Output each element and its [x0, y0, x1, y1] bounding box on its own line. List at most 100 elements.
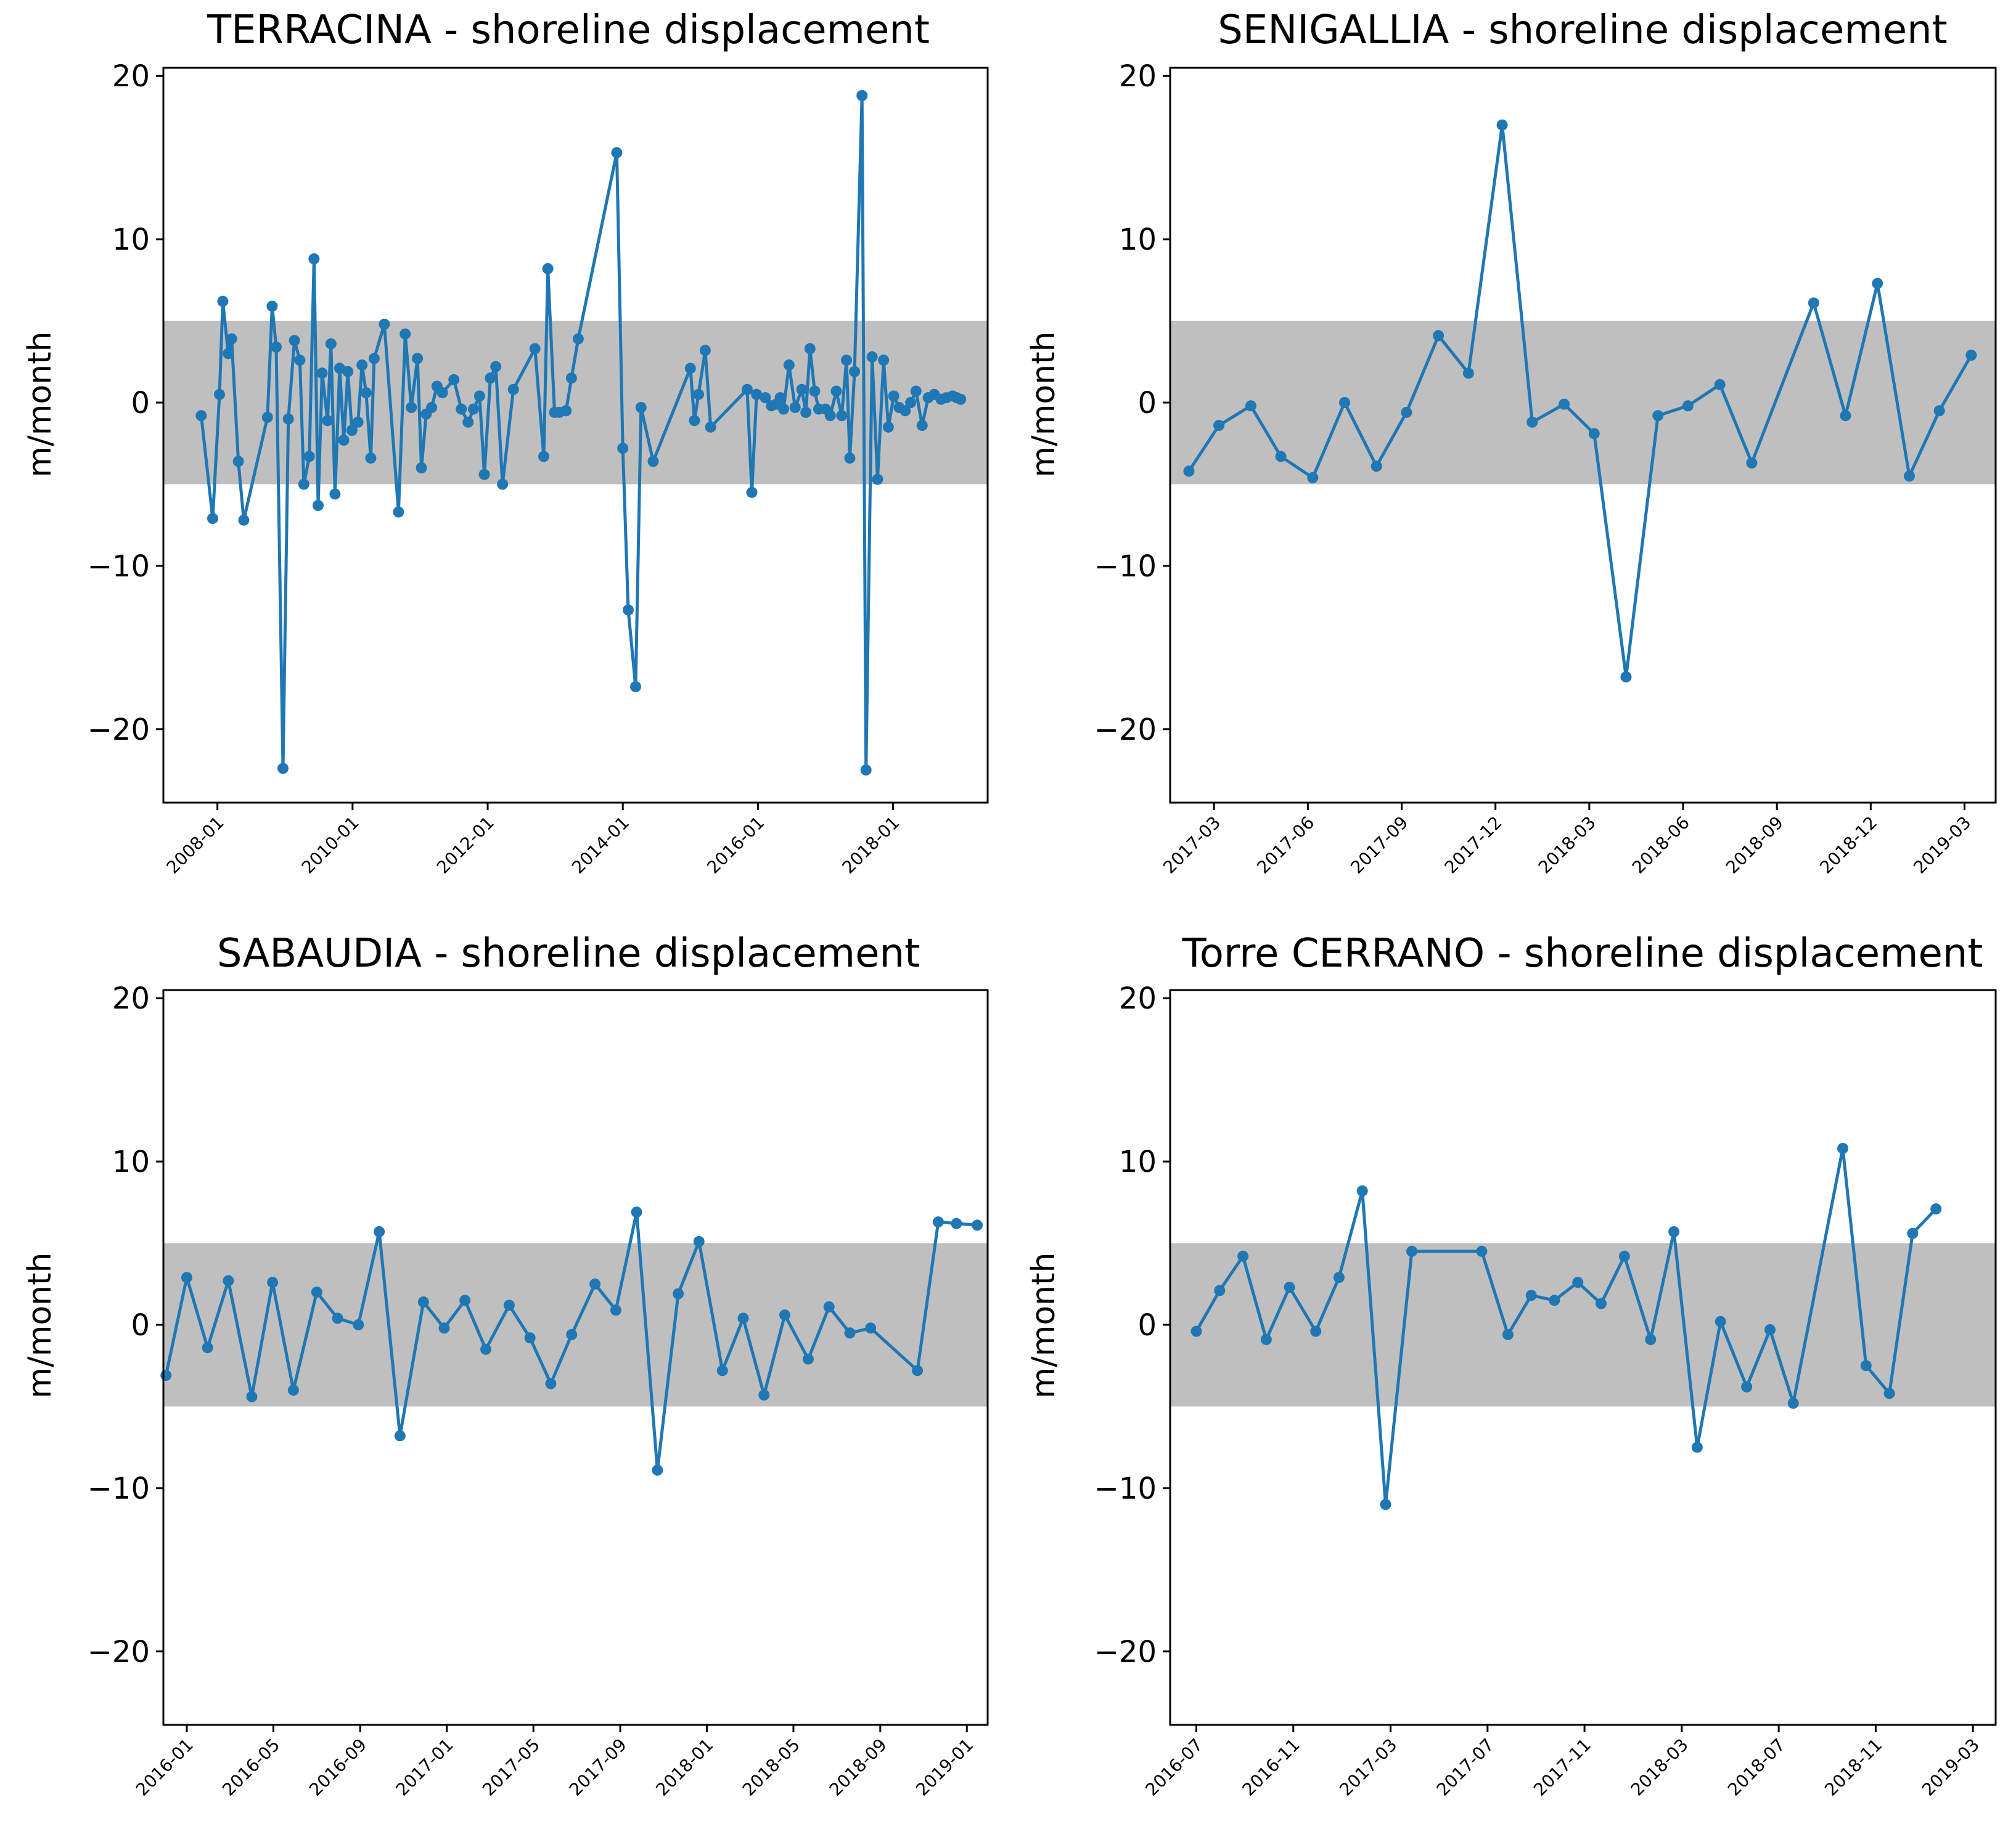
chart-title: TERRACINA - shoreline displacement: [207, 7, 930, 53]
data-point: [689, 415, 700, 427]
data-point: [932, 1216, 944, 1228]
data-point: [1668, 1226, 1680, 1237]
data-point: [572, 333, 584, 345]
data-point: [529, 343, 541, 354]
y-tick-label: −20: [1094, 713, 1157, 747]
data-point: [1245, 400, 1256, 412]
data-point: [1371, 461, 1382, 472]
data-point: [287, 1385, 299, 1396]
data-point: [1872, 277, 1883, 289]
data-point: [823, 1301, 835, 1312]
data-point: [342, 366, 354, 377]
series-line: [164, 1210, 978, 1472]
data-point: [882, 421, 894, 433]
data-point: [417, 1296, 429, 1308]
data-point: [910, 385, 922, 397]
data-point: [783, 359, 795, 371]
chart-title: Torre CERRANO - shoreline displacement: [1182, 931, 1983, 976]
data-point: [1588, 428, 1600, 440]
data-point: [779, 1309, 790, 1321]
y-tick-label: −10: [1094, 1472, 1157, 1506]
data-point: [741, 383, 753, 395]
data-point: [1904, 470, 1915, 482]
data-point: [635, 402, 647, 413]
y-tick-label: −10: [88, 549, 150, 584]
data-point: [456, 403, 467, 415]
y-tick-label: 0: [131, 386, 150, 420]
data-point: [329, 488, 341, 500]
data-point: [751, 388, 763, 400]
data-point: [416, 462, 427, 473]
data-point: [223, 1275, 234, 1287]
data-point: [1787, 1398, 1799, 1409]
data-point: [844, 452, 856, 464]
data-point: [346, 425, 358, 436]
threshold-band: [1170, 321, 1996, 485]
data-point: [705, 421, 716, 433]
data-point: [1549, 1295, 1560, 1306]
data-point: [542, 263, 554, 274]
subplot-senigallia: SENIGALLIA - shoreline displacement m/mo…: [1025, 7, 1997, 878]
data-point: [277, 763, 289, 774]
data-point: [195, 410, 207, 422]
data-point: [160, 1370, 172, 1382]
data-point: [374, 1226, 385, 1237]
data-point: [1401, 406, 1412, 418]
data-point: [737, 1312, 749, 1324]
data-point: [803, 1353, 814, 1365]
data-point: [538, 451, 549, 462]
data-point: [866, 351, 878, 362]
data-point: [1764, 1324, 1776, 1335]
data-point: [232, 456, 244, 467]
data-point: [406, 402, 417, 413]
data-point: [699, 345, 711, 356]
y-axis-label: m/month: [1025, 332, 1062, 478]
data-point: [298, 478, 309, 490]
data-point: [332, 1312, 343, 1324]
data-point: [485, 372, 496, 384]
data-point: [565, 372, 577, 384]
y-tick-label: 10: [1119, 223, 1157, 257]
data-point: [1645, 1333, 1657, 1345]
data-point: [524, 1332, 536, 1344]
data-point: [841, 354, 852, 366]
data-point: [623, 604, 634, 616]
data-point: [202, 1342, 213, 1354]
data-point: [1310, 1325, 1322, 1337]
data-point: [360, 387, 372, 399]
data-point: [972, 1219, 983, 1231]
data-point: [238, 514, 250, 526]
data-point: [824, 410, 836, 422]
data-point: [338, 434, 350, 446]
data-point: [1652, 410, 1664, 422]
data-point: [1339, 397, 1350, 408]
data-point: [804, 343, 816, 354]
y-tick-label: −10: [1094, 549, 1157, 584]
data-point: [462, 416, 474, 428]
data-point: [1213, 420, 1225, 432]
data-point: [1183, 465, 1195, 477]
data-point: [289, 335, 300, 346]
data-point: [1525, 1290, 1537, 1301]
data-point: [282, 413, 294, 425]
data-point: [1618, 1250, 1630, 1262]
data-point: [560, 405, 572, 417]
y-tick-label: −20: [88, 1635, 150, 1669]
data-point: [1933, 405, 1945, 417]
data-point: [497, 478, 509, 490]
data-point: [266, 300, 278, 312]
data-point: [856, 90, 868, 101]
data-point: [1840, 410, 1851, 422]
data-point: [394, 1430, 406, 1442]
data-point: [652, 1464, 663, 1476]
chart-title: SABAUDIA - shoreline displacement: [217, 931, 920, 976]
data-point: [226, 333, 237, 345]
data-point: [1965, 350, 1977, 361]
data-point: [352, 416, 364, 428]
data-point: [1883, 1388, 1895, 1399]
data-point: [760, 392, 771, 404]
data-point: [566, 1328, 578, 1340]
data-point: [246, 1391, 258, 1402]
